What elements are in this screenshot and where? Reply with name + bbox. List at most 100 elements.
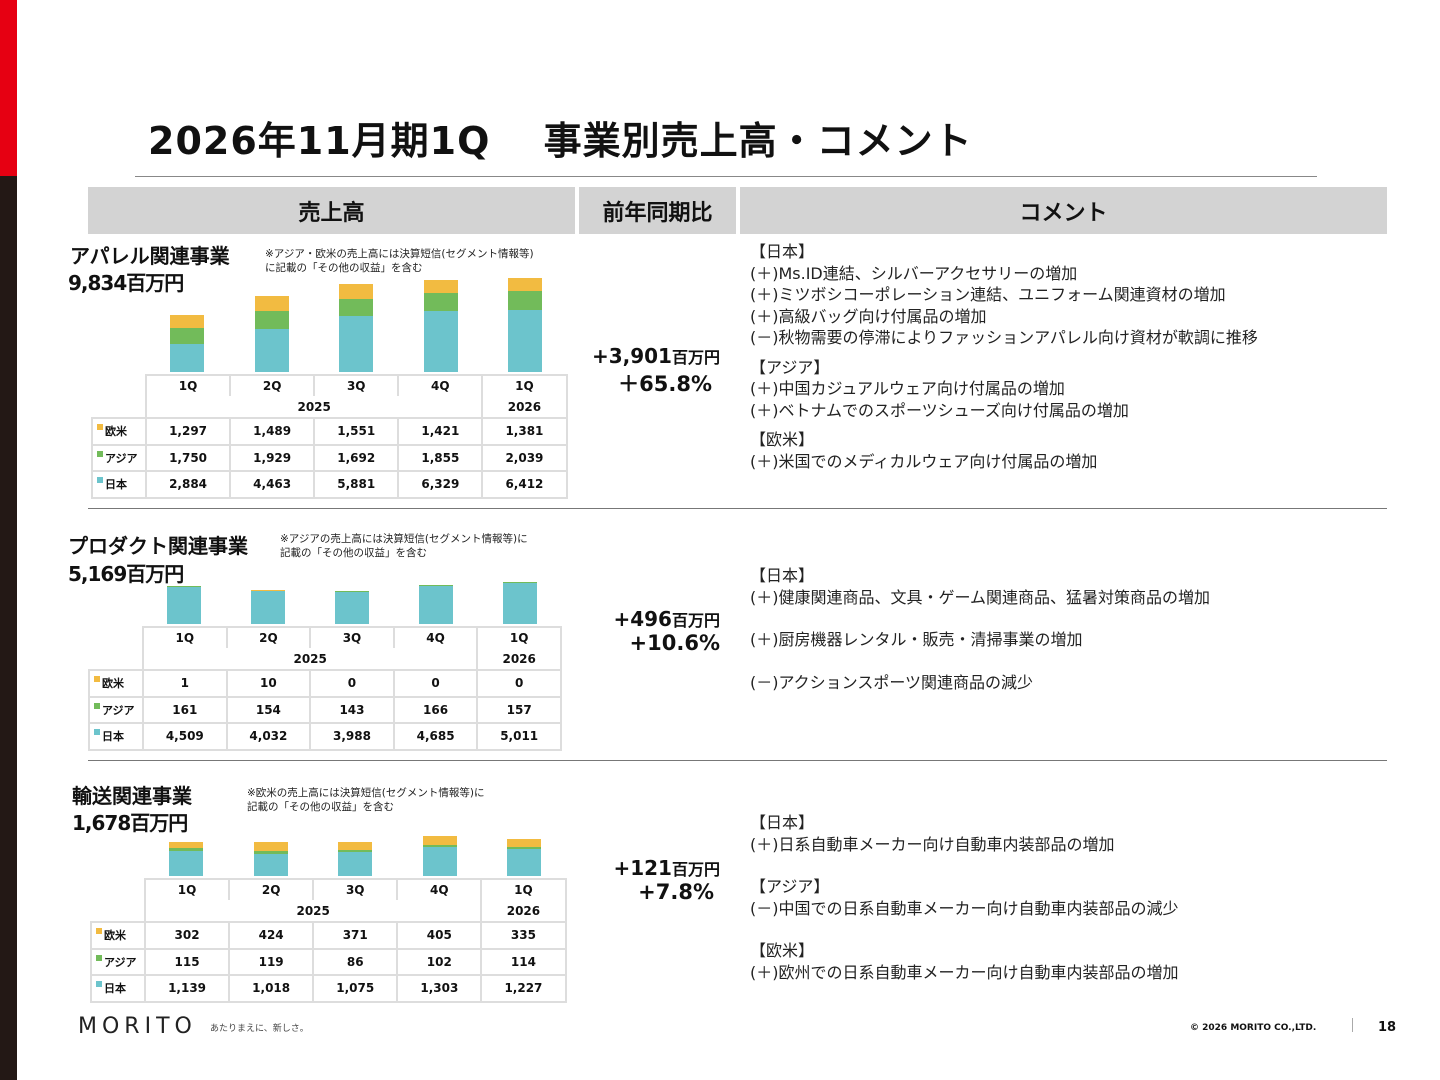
bar-segment-asia	[507, 846, 542, 850]
value-cell: 86	[312, 947, 399, 976]
bar-segment-europe	[253, 841, 288, 851]
section-name: 輸送関連事業	[72, 784, 192, 808]
legend-label: 日本	[104, 982, 126, 996]
section-divider	[88, 760, 1387, 761]
bar-3	[422, 836, 457, 876]
year-label: 2025	[144, 396, 484, 419]
legend-label: 欧米	[102, 677, 124, 691]
quarter-label: 3Q	[309, 626, 395, 648]
table-row-europe: 欧米 302 424 371 405 335	[90, 921, 567, 950]
header-sales: 売上高	[88, 187, 575, 234]
bar-2	[338, 842, 373, 876]
value-cell: 0	[392, 669, 479, 698]
year-label: 2026	[476, 648, 562, 671]
yoy-block: +3,901百万円 ＋65.8%	[560, 344, 720, 398]
bar-1	[251, 590, 285, 624]
empty-cell	[89, 627, 144, 670]
value-cell: 2,039	[481, 443, 568, 472]
value-cell: 5,881	[313, 470, 400, 499]
value-cell: 1,489	[229, 417, 316, 446]
bar-segment-japan	[508, 310, 543, 372]
quarter-label: 2Q	[228, 878, 315, 900]
sales-table: 1Q 2Q 3Q 4Q 1Q 2025 2026 欧米 302 424 371 405 335 アジア 11…	[90, 878, 567, 1003]
accent-bar-dark	[0, 176, 17, 1080]
legend-label: 日本	[102, 730, 124, 744]
value-cell: 102	[396, 947, 483, 976]
comment-group: 【アジア】 (－)中国での日系自動車メーカー向け自動車内装部品の減少	[750, 876, 1179, 919]
bar-4	[508, 277, 543, 372]
comment-line: (＋)健康関連商品、文具・ゲーム関連商品、猛暑対策商品の増加	[750, 587, 1211, 607]
table-row-europe: 欧米 1,297 1,489 1,551 1,421 1,381	[91, 417, 568, 446]
value-cell: 424	[228, 921, 315, 950]
header-yoy: 前年同期比	[579, 187, 736, 234]
stacked-bar-chart	[145, 277, 568, 372]
value-cell: 2,884	[144, 470, 232, 499]
comment-group: 【日本】 (＋)Ms.ID連結、シルバーアクセサリーの増加 (＋)ミツボシコーポレー…	[750, 241, 1258, 349]
yoy-amount: +496百万円	[560, 607, 720, 631]
comment-line: (＋)米国でのメディカルウェア向け付属品の増加	[750, 451, 1098, 471]
value-cell: 1,075	[312, 974, 399, 1003]
bar-segment-europe	[170, 315, 205, 328]
value-cell: 5,011	[476, 722, 562, 751]
bar-segment-asia	[423, 293, 458, 312]
quarter-label: 2Q	[229, 374, 316, 396]
yoy-block: +496百万円 +10.6%	[560, 607, 720, 655]
row-label-asia: アジア	[90, 947, 146, 976]
value-cell: 154	[225, 695, 312, 724]
quarter-label: 1Q	[480, 878, 567, 900]
comment-line: (＋)Ms.ID連結、シルバーアクセサリーの増加	[750, 263, 1078, 283]
comment-group: 【欧米】 (＋)米国でのメディカルウェア向け付属品の増加	[750, 429, 1258, 472]
comment-line: (＋)中国カジュアルウェア向け付属品の増加	[750, 379, 1065, 398]
value-cell: 143	[309, 695, 395, 724]
table-row-japan: 日本 4,509 4,032 3,988 4,685 5,011	[88, 722, 562, 751]
legend-label: 欧米	[105, 425, 127, 439]
comment-line: (－)アクションスポーツ関連商品の減少	[750, 672, 1034, 692]
comment-line: 【欧米】	[750, 941, 815, 960]
bar-segment-europe	[423, 279, 458, 294]
bar-3	[419, 584, 453, 624]
year-label: 2025	[143, 900, 483, 923]
value-cell: 335	[480, 921, 567, 950]
copyright: © 2026 MORITO CO.,LTD.	[1190, 1023, 1317, 1033]
value-cell: 4,509	[142, 722, 228, 751]
comment-line: 【アジア】	[750, 357, 830, 377]
table-row-europe: 欧米 1 10 0 0 0	[88, 669, 562, 698]
value-cell: 157	[476, 695, 562, 724]
quarter-label: 4Q	[392, 626, 479, 648]
empty-cell	[92, 375, 147, 418]
bar-segment-europe	[422, 836, 457, 846]
quarter-label: 1Q	[142, 626, 228, 648]
yoy-percent: +7.8%	[638, 880, 714, 904]
comment-line: (－)中国での日系自動車メーカー向け自動車内装部品の減少	[750, 898, 1179, 918]
yoy-amount: +121百万円	[560, 856, 720, 880]
section-divider	[88, 508, 1387, 509]
value-cell: 119	[228, 947, 315, 976]
legend-label: アジア	[104, 955, 137, 969]
comment-line: (＋)欧州での日系自動車メーカー向け自動車内装部品の増加	[750, 962, 1179, 982]
value-cell: 1,855	[397, 443, 484, 472]
bar-segment-japan	[253, 853, 288, 876]
bar-1	[254, 296, 289, 372]
value-cell: 115	[143, 947, 231, 976]
section-note: ※アジア・欧米の売上高には決算短信(セグメント情報等) に記載の「その他の収益」…	[265, 248, 534, 274]
accent-bar-red	[0, 0, 17, 176]
bar-segment-japan	[503, 583, 537, 624]
legend-label: 日本	[105, 478, 127, 492]
bar-segment-japan	[251, 591, 285, 624]
value-cell: 0	[309, 669, 395, 698]
legend-swatch-japan	[96, 981, 102, 988]
bar-segment-asia	[339, 299, 374, 316]
value-cell: 1,381	[481, 417, 568, 446]
value-cell: 4,032	[225, 722, 312, 751]
bar-0	[167, 586, 201, 624]
quarter-label: 1Q	[144, 374, 232, 396]
quarter-label: 2Q	[225, 626, 312, 648]
legend-swatch-japan	[97, 477, 103, 484]
section-total: 1,678百万円	[72, 811, 188, 835]
yoy-amount: +3,901百万円	[560, 344, 720, 368]
legend-swatch-europe	[96, 928, 102, 935]
row-label-europe: 欧米	[90, 921, 146, 950]
bar-1	[253, 841, 288, 876]
legend-swatch-japan	[94, 729, 100, 736]
section-name: アパレル関連事業	[70, 244, 230, 268]
